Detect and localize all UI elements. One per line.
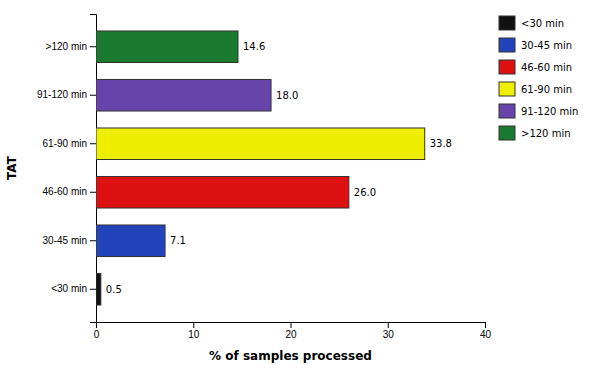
- data-label: 0.5: [106, 284, 122, 295]
- legend-label: 91-120 min: [521, 106, 578, 117]
- tick: 61-90 min: [43, 138, 96, 149]
- legend-swatch: [499, 38, 515, 52]
- legend-label: >120 min: [521, 128, 571, 139]
- tick-mark: [90, 289, 96, 290]
- tick: 0: [94, 322, 100, 340]
- tick-label: 40: [480, 329, 492, 340]
- bar: [96, 31, 238, 63]
- tick-label: 10: [188, 329, 200, 340]
- data-label: 14.6: [243, 41, 265, 52]
- bar: [96, 128, 425, 160]
- legend-label: 46-60 min: [521, 62, 572, 73]
- axis-line: [90, 15, 97, 323]
- legend-swatch: [499, 126, 515, 140]
- legend-swatch: [499, 82, 515, 96]
- chart: 0 10 20 30 40 <30 min 30-45 min 46-60 min 61-90 …: [0, 0, 605, 368]
- tick-mark: [193, 322, 194, 328]
- legend-label: 30-45 min: [521, 40, 572, 51]
- axis-line: [97, 323, 486, 329]
- bar: [96, 273, 101, 305]
- data-label: 7.1: [170, 235, 186, 246]
- data-label: 33.8: [430, 138, 452, 149]
- bar: [96, 225, 165, 257]
- bar: [96, 79, 271, 111]
- bar: [96, 176, 349, 208]
- legend: <30 min 30-45 min 46-60 min 61-90 min 91-120…: [499, 16, 578, 140]
- tick: <30 min: [51, 283, 96, 294]
- tick: 40: [480, 322, 492, 340]
- legend-swatch: [499, 104, 515, 118]
- legend-item: >120 min: [499, 126, 571, 140]
- plot: 0 10 20 30 40 <30 min 30-45 min 46-60 min 61-90 …: [37, 15, 492, 341]
- bars: [96, 31, 425, 305]
- tick: 20: [285, 322, 297, 340]
- tick-mark: [90, 143, 96, 144]
- legend-swatch: [499, 16, 515, 30]
- legend-swatch: [499, 60, 515, 74]
- tick: 30-45 min: [43, 235, 96, 246]
- tick-mark: [485, 322, 486, 328]
- tick: 30: [383, 322, 395, 340]
- tick: 46-60 min: [43, 186, 96, 197]
- tick: 10: [188, 322, 200, 340]
- tick-label: 20: [285, 329, 297, 340]
- tick-label: <30 min: [51, 283, 87, 294]
- legend-item: 30-45 min: [499, 38, 572, 52]
- data-labels: 0.5 7.1 26.0 33.8 18.0 14.6: [106, 41, 452, 295]
- tick-label: 30: [383, 329, 395, 340]
- y-axis-title: TAT: [5, 155, 19, 180]
- data-label: 26.0: [354, 187, 376, 198]
- legend-label: <30 min: [521, 18, 564, 29]
- y-axis: <30 min 30-45 min 46-60 min 61-90 min 91-120…: [37, 15, 97, 323]
- tick-label: 0: [94, 329, 100, 340]
- tick-mark: [90, 192, 96, 193]
- tick-label: 61-90 min: [43, 138, 87, 149]
- legend-item: <30 min: [499, 16, 564, 30]
- tick-label: 91-120 min: [37, 89, 87, 100]
- tick-label: 30-45 min: [43, 235, 87, 246]
- legend-label: 61-90 min: [521, 84, 572, 95]
- tick-mark: [291, 322, 292, 328]
- tick-mark: [90, 95, 96, 96]
- tick-label: 46-60 min: [43, 186, 87, 197]
- tick: >120 min: [46, 41, 96, 52]
- tick-mark: [388, 322, 389, 328]
- legend-item: 46-60 min: [499, 60, 572, 74]
- x-axis: 0 10 20 30 40: [94, 322, 492, 340]
- tick-mark: [90, 46, 96, 47]
- tick: 91-120 min: [37, 89, 96, 100]
- x-axis-title: % of samples processed: [209, 349, 372, 363]
- legend-item: 61-90 min: [499, 82, 572, 96]
- data-label: 18.0: [276, 90, 298, 101]
- tick-mark: [90, 240, 96, 241]
- tick-label: >120 min: [46, 41, 87, 52]
- legend-item: 91-120 min: [499, 104, 578, 118]
